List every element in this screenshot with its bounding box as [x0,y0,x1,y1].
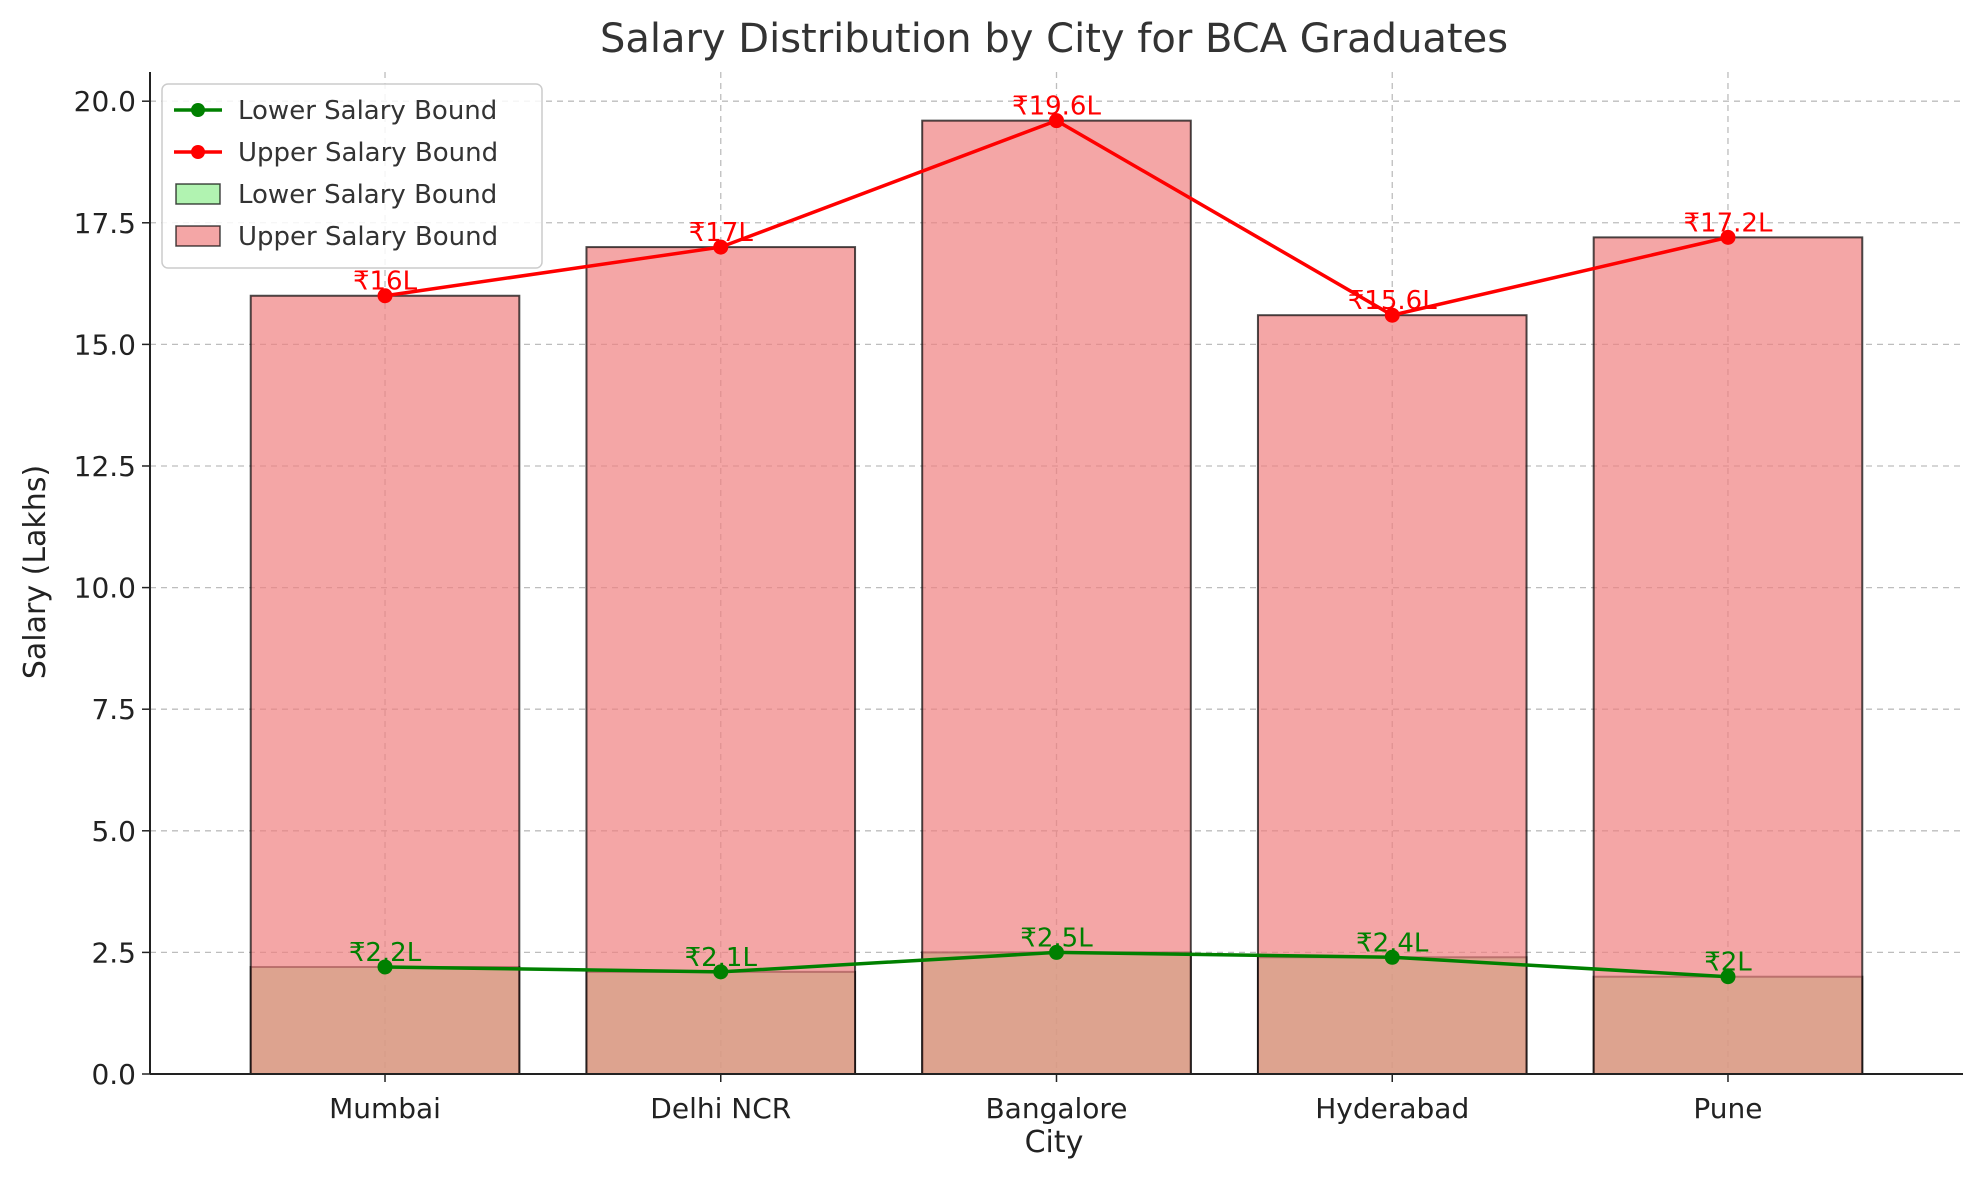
point-upper [713,239,729,255]
ticks-layer: 0.0 2.5 5.0 7.5 10.0 12.5 15.0 17.5 20.0 Mumbai De… [74,85,1763,1125]
x-tick-label: Pune [1693,1092,1762,1125]
data-label-upper: ₹15.6L [1348,286,1437,316]
point-upper [1384,307,1400,323]
data-label-lower: ₹2.1L [685,943,758,973]
point-upper [1720,229,1736,245]
data-label-upper: ₹19.6L [1012,92,1101,122]
data-labels-layer: ₹2.2L ₹2.1L ₹2.5L ₹2.4L ₹2L ₹16L ₹17L ₹19.6L ₹15… [349,92,1773,978]
legend-marker [191,103,205,117]
legend-label: Lower Salary Bound [238,180,497,210]
x-tick-label: Delhi NCR [650,1092,791,1125]
y-tick-label: 7.5 [91,693,136,726]
legend-bar-swatch [175,183,221,205]
bar-upper [1256,314,1528,1076]
y-tick-label: 0.0 [91,1058,136,1091]
y-tick-label: 2.5 [91,936,136,969]
y-tick-label: 10.0 [74,572,136,605]
y-axis-title: Salary (Lakhs) [18,465,53,679]
x-axis-title: City [1025,1125,1084,1160]
point-lower [1049,944,1064,960]
legend-box [161,83,543,269]
data-label-lower: ₹2.5L [1020,923,1093,953]
y-tick-label: 17.5 [74,207,136,240]
point-lower [713,964,729,980]
legend-label: Lower Salary Bound [238,96,497,126]
x-tick-label: Hyderabad [1315,1092,1469,1125]
y-tick-label: 15.0 [74,328,136,361]
y-tick-label: 20.0 [74,85,136,118]
chart-title: Salary Distribution by City for BCA Grad… [600,16,1508,62]
point-upper [377,288,393,304]
legend-bar-swatch [175,225,221,247]
data-label-upper: ₹16L [353,267,418,297]
legend-label: Upper Salary Bound [238,138,498,168]
point-lower [1384,949,1400,965]
y-tick-label: 5.0 [91,815,136,848]
lines-layer [377,113,1736,985]
x-tick-label: Mumbai [329,1092,441,1125]
data-label-lower: ₹2.2L [349,938,422,968]
y-tick-label: 12.5 [74,450,136,483]
data-label-lower: ₹2L [1704,948,1752,978]
data-label-lower: ₹2.4L [1356,928,1429,958]
bar-upper [1592,236,1864,1075]
data-label-upper: ₹17.2L [1684,208,1773,238]
point-lower [1720,969,1736,985]
point-upper [1049,113,1064,129]
data-label-upper: ₹17L [689,218,754,248]
legend-marker [191,145,205,159]
legend: Lower Salary Bound Upper Salary Bound Lowe… [161,83,543,269]
x-tick-label: Bangalore [985,1092,1127,1125]
legend-label: Upper Salary Bound [238,222,498,252]
point-lower [377,959,393,975]
bar-upper [585,246,857,1075]
bars-upper-layer [249,119,1864,1076]
